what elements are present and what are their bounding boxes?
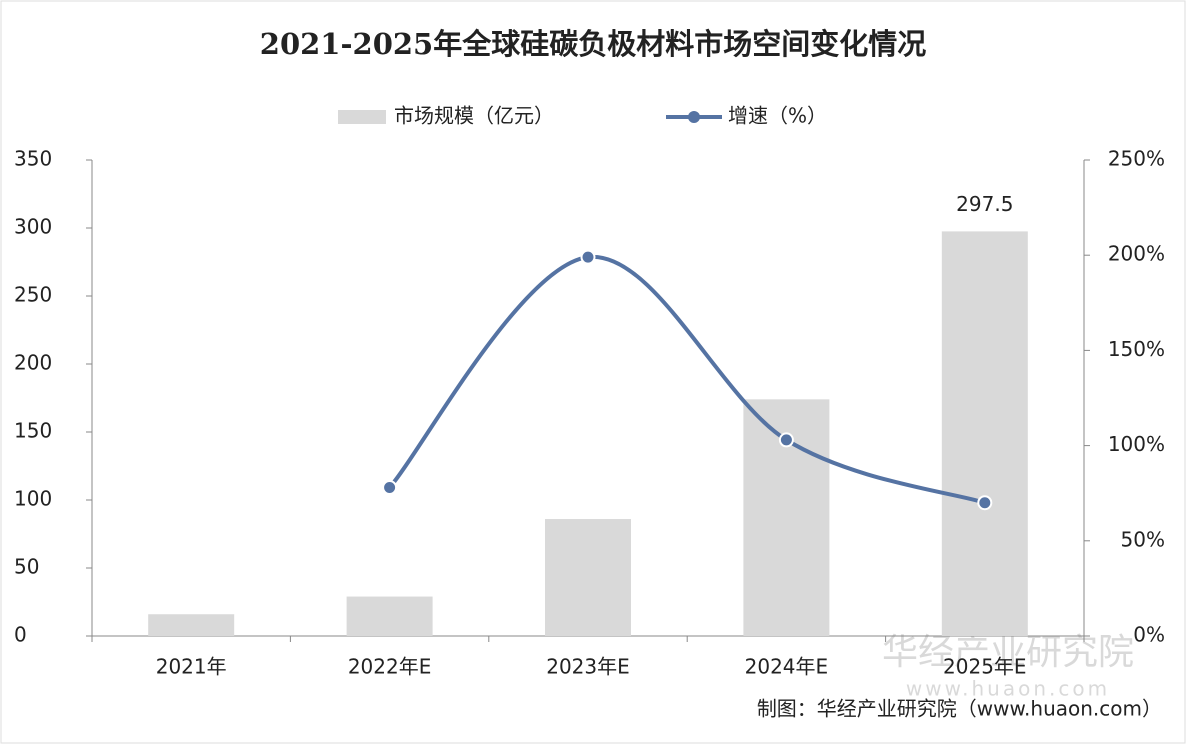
watermark: www.huaon.com [906,677,1110,701]
watermark: 华经产业研究院 [882,632,1134,673]
x-tick-label: 2024年E [745,655,829,679]
line [388,255,986,505]
y2-tick-label: 150% [1108,337,1165,361]
x-tick-label: 2025年E [943,655,1027,679]
y-tick-label: 250 [14,283,52,307]
y-tick-label: 200 [14,351,52,375]
line-marker [778,432,794,448]
line-marker [580,249,596,265]
y-tick-label: 150 [14,419,52,443]
source: 制图：华经产业研究院（www.huaon.com） [757,697,1162,721]
legend-label: 增速（%） [728,104,827,128]
bar [545,519,631,636]
line-marker [977,495,993,511]
y-tick-label: 50 [14,555,39,579]
bar [148,614,235,636]
bar [346,596,433,636]
y2-tick-label: 100% [1108,432,1165,456]
y-tick-label: 350 [14,147,52,171]
y2-tick-label: 250% [1108,147,1165,171]
legend-swatch [338,110,386,124]
y-tick-label: 300 [14,215,52,239]
y-tick-label: 0 [14,623,27,647]
legend-swatch [688,111,700,123]
data-label: 297.5 [956,192,1013,216]
y2-tick-label: 200% [1108,242,1165,266]
x-tick-label: 2022年E [348,655,432,679]
bar [941,231,1028,636]
legend-label: 市场规模（亿元） [394,104,554,128]
y2-tick-label: 50% [1121,527,1165,551]
y2-tick-label: 0% [1133,623,1165,647]
x-tick-label: 2021年 [156,655,227,679]
y-tick-label: 100 [14,487,52,511]
x-tick-label: 2023年E [546,655,630,679]
line-marker [382,479,398,495]
chart-title: 2021-2025年全球硅碳负极材料市场空间变化情况 [260,27,926,61]
